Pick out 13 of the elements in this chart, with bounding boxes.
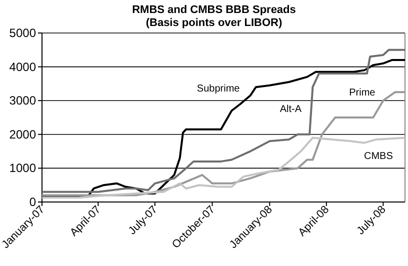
y-tick-label: 5000 <box>9 26 36 40</box>
series-label: Alt-A <box>280 104 302 116</box>
y-tick-label: 0 <box>29 195 36 209</box>
y-tick-label: 2000 <box>9 127 36 142</box>
line-series <box>41 136 406 199</box>
series-label: CMBS <box>364 150 394 162</box>
y-tick-label: 3000 <box>9 94 36 108</box>
y-tick-label: 4000 <box>9 60 36 74</box>
chart-subtitle: (Basis points over LIBOR) <box>146 17 282 29</box>
chart-title: RMBS and CMBS BBB Spreads <box>132 4 296 16</box>
series-label: Subprime <box>196 84 240 95</box>
y-tick-label: 1000 <box>9 161 36 176</box>
series-label: Prime <box>349 88 376 99</box>
